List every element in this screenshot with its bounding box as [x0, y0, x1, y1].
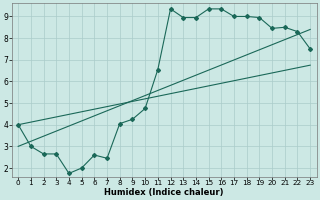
- X-axis label: Humidex (Indice chaleur): Humidex (Indice chaleur): [104, 188, 224, 197]
